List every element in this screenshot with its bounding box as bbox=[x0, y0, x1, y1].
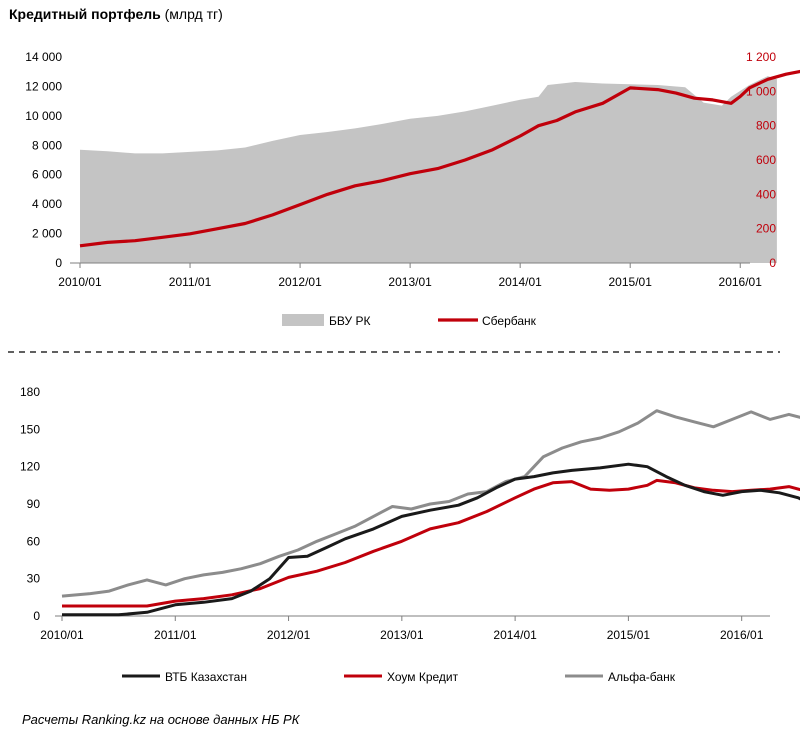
legend-home-credit-label: Хоум Кредит bbox=[387, 670, 459, 684]
y-left-tick-label: 14 000 bbox=[25, 50, 62, 64]
x-tick-label: 2012/01 bbox=[267, 628, 311, 642]
y-tick-label: 90 bbox=[27, 497, 41, 511]
x-tick-label: 2012/01 bbox=[278, 275, 322, 289]
y-left-tick-label: 0 bbox=[55, 256, 62, 270]
legend-vtb-label: ВТБ Казахстан bbox=[165, 670, 247, 684]
x-tick-label: 2015/01 bbox=[609, 275, 653, 289]
x-tick-label: 2016/01 bbox=[719, 275, 763, 289]
x-tick-label: 2010/01 bbox=[58, 275, 102, 289]
x-tick-label: 2014/01 bbox=[498, 275, 542, 289]
x-tick-label: 2010/01 bbox=[40, 628, 84, 642]
y-right-tick-label: 1 200 bbox=[746, 50, 776, 64]
y-right-tick-label: 400 bbox=[756, 187, 776, 201]
title-main: Кредитный портфель bbox=[9, 6, 161, 22]
series-line-sberbank bbox=[79, 69, 800, 248]
series-line-home-credit bbox=[62, 478, 800, 608]
y-right-tick-label: 0 bbox=[769, 256, 776, 270]
x-tick-label: 2013/01 bbox=[380, 628, 424, 642]
y-left-tick-label: 4 000 bbox=[32, 197, 62, 211]
y-tick-label: 60 bbox=[27, 534, 41, 548]
legend-label-sberbank: Сбербанк bbox=[482, 314, 537, 328]
y-left-tick-label: 10 000 bbox=[25, 109, 62, 123]
x-tick-label: 2015/01 bbox=[607, 628, 651, 642]
y-right-tick-label: 1 000 bbox=[746, 84, 776, 98]
y-left-tick-label: 2 000 bbox=[32, 227, 62, 241]
y-tick-label: 150 bbox=[20, 422, 40, 436]
y-left-tick-label: 6 000 bbox=[32, 168, 62, 182]
source-note: Расчеты Ranking.kz на основе данных НБ Р… bbox=[22, 712, 300, 727]
y-tick-label: 180 bbox=[20, 385, 40, 399]
y-tick-label: 0 bbox=[33, 609, 40, 623]
y-left-tick-label: 8 000 bbox=[32, 138, 62, 152]
x-tick-label: 2014/01 bbox=[493, 628, 537, 642]
legend-swatch-bvu bbox=[282, 314, 324, 326]
chart-title: Кредитный портфель (млрд тг) bbox=[9, 6, 223, 22]
y-right-tick-label: 600 bbox=[756, 153, 776, 167]
y-right-tick-label: 200 bbox=[756, 222, 776, 236]
y-right-tick-label: 800 bbox=[756, 119, 776, 133]
legend-alfa-label: Альфа-банк bbox=[608, 670, 676, 684]
y-tick-label: 30 bbox=[27, 572, 41, 586]
x-tick-label: 2016/01 bbox=[720, 628, 764, 642]
y-tick-label: 120 bbox=[20, 460, 40, 474]
y-left-tick-label: 12 000 bbox=[25, 79, 62, 93]
legend-label-bvu: БВУ РК bbox=[329, 314, 370, 328]
x-tick-label: 2013/01 bbox=[388, 275, 432, 289]
x-tick-label: 2011/01 bbox=[154, 628, 197, 642]
title-unit: (млрд тг) bbox=[164, 6, 223, 22]
x-tick-label: 2011/01 bbox=[169, 275, 212, 289]
series-line-alfa bbox=[61, 409, 800, 598]
series-line-vtb bbox=[62, 462, 800, 617]
